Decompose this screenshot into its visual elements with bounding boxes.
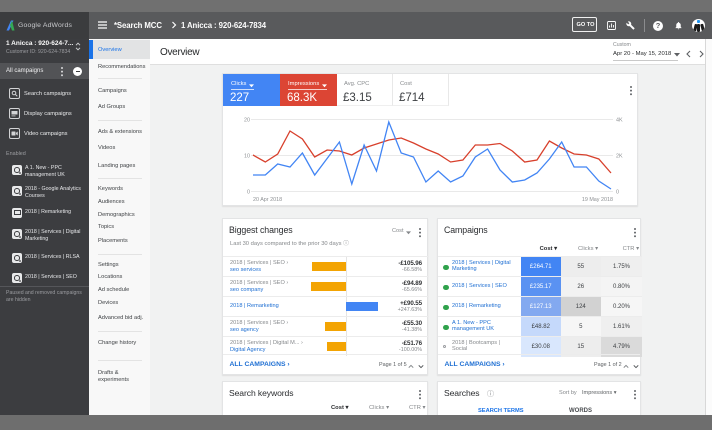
svg-text:19 May 2018: 19 May 2018 <box>582 197 613 203</box>
svg-text:20 Apr 2018: 20 Apr 2018 <box>253 197 282 203</box>
svg-text:20: 20 <box>244 118 250 124</box>
svg-text:4K: 4K <box>616 118 623 124</box>
svg-text:10: 10 <box>244 154 250 160</box>
svg-text:2K: 2K <box>616 154 623 160</box>
svg-text:0: 0 <box>616 190 619 196</box>
svg-text:0: 0 <box>247 190 250 196</box>
